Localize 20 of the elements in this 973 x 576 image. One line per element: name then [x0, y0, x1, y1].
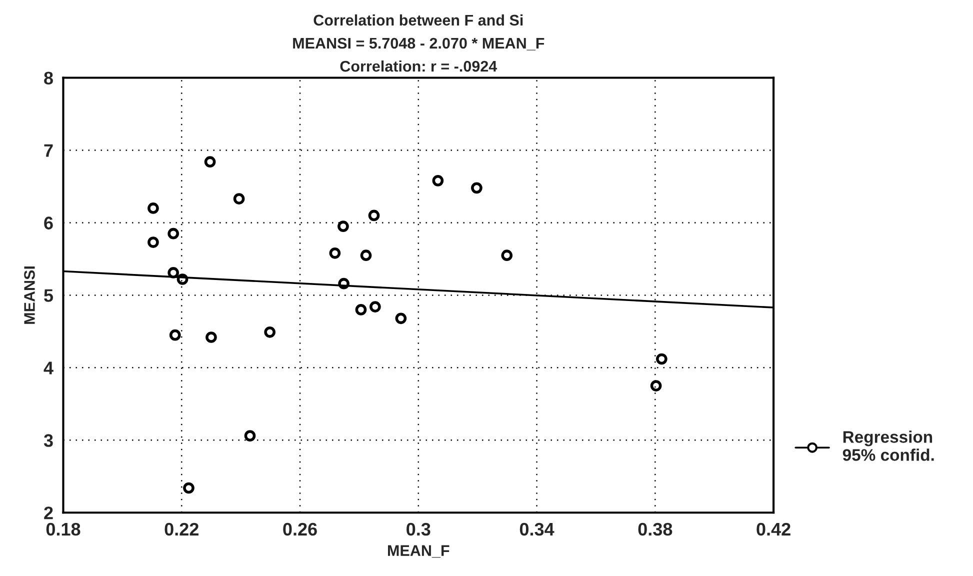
y-tick-label: 7 [44, 144, 53, 157]
text: Correlation: r = -.0924 [340, 60, 498, 72]
y-axis-title: MEANSI [24, 266, 35, 324]
x-tick-label: 0.22 [164, 522, 198, 536]
x-axis-title: MEAN_F [388, 545, 450, 558]
chart-title: Correlation between F and Si [314, 14, 523, 26]
y-tick-label: 3 [44, 434, 53, 447]
chart-subtitle: MEANSI = 5.7048 - 2.070 * MEAN_F [293, 38, 544, 50]
y-tick-label: 2 [44, 506, 53, 520]
x-tick-label: 0.42 [756, 522, 790, 536]
x-tick-label: 0.3 [406, 522, 430, 536]
x-tick-label: 0.26 [283, 522, 317, 536]
legend-label: Regression 95% confid. [842, 430, 934, 461]
x-tick-label: 0.38 [638, 522, 672, 536]
y-tick-label: 6 [44, 216, 53, 230]
x-tick-label: 0.18 [46, 522, 80, 536]
x-tick-label: 0.34 [520, 522, 554, 536]
y-tick-label: 8 [44, 72, 53, 84]
y-tick-label: 5 [44, 289, 54, 302]
y-tick-label: 4 [44, 362, 54, 374]
